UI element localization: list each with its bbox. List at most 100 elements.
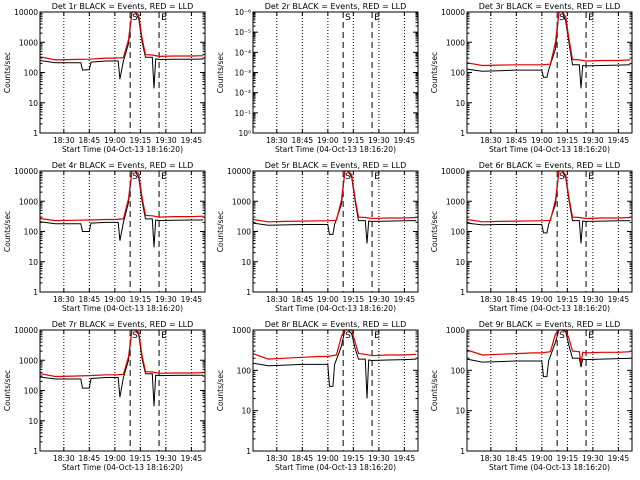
y-axis-label: Counts/sec — [3, 211, 12, 252]
y-tick-label: 10000 — [14, 8, 38, 17]
y-tick-label: 10000 — [14, 167, 38, 176]
x-tick-label: 18:45 — [292, 454, 314, 463]
x-tick-label: 19:45 — [394, 295, 416, 304]
x-tick-label: 19:30 — [582, 454, 604, 463]
x-axis-label: Start Time (04-Oct-13 18:16:20) — [62, 463, 183, 472]
chart-title: Det 3r BLACK = Events, RED = LLD — [479, 2, 621, 11]
x-tick-label: 19:45 — [181, 454, 203, 463]
x-tick-label: 18:30 — [53, 295, 75, 304]
y-tick-label: 1 — [246, 288, 251, 297]
y-tick-label: 1000 — [232, 197, 251, 206]
marker-label: S — [345, 172, 351, 182]
x-axis-label: Start Time (04-Oct-13 18:16:20) — [489, 304, 610, 313]
x-tick-label: 19:30 — [155, 136, 177, 145]
y-axis-label: Counts/sec — [216, 370, 225, 411]
x-tick-label: 19:00 — [317, 454, 339, 463]
y-axis-label: Counts/sec — [430, 211, 439, 252]
marker-label: E — [374, 172, 380, 182]
chart-title: Det 9r BLACK = Events, RED = LLD — [479, 320, 621, 329]
marker-label: E — [161, 172, 167, 182]
events-series-line — [39, 329, 204, 407]
marker-label: S — [132, 172, 138, 182]
x-tick-label: 18:45 — [79, 454, 101, 463]
y-tick-label: 10000 — [14, 326, 38, 335]
y-tick-label: 1000 — [446, 326, 465, 335]
plot-frame — [252, 329, 419, 452]
y-axis-label: Counts/sec — [3, 370, 12, 411]
x-tick-label: 19:45 — [608, 136, 630, 145]
y-tick-label: 1000 — [19, 356, 38, 365]
x-tick-label: 18:30 — [266, 136, 288, 145]
x-tick-label: 19:30 — [368, 136, 390, 145]
plot-frame — [39, 170, 206, 293]
y-tick-label: 1 — [460, 447, 465, 456]
events-series-line — [466, 170, 631, 244]
marker-label: S — [345, 13, 351, 23]
marker-label: E — [588, 13, 594, 23]
y-tick-label: 10 — [28, 258, 38, 267]
lld-series-line — [39, 170, 204, 222]
y-tick-label: 100 — [451, 228, 466, 237]
x-tick-label: 18:30 — [53, 454, 75, 463]
y-tick-label: 1000 — [232, 326, 251, 335]
marker-label: E — [374, 13, 380, 23]
y-axis-label: Counts/sec — [216, 211, 225, 252]
x-tick-label: 19:15 — [557, 295, 579, 304]
x-tick-label: 18:45 — [79, 136, 101, 145]
x-tick-label: 18:45 — [79, 295, 101, 304]
y-tick-label: 10⁻² — [234, 89, 251, 98]
x-tick-label: 18:30 — [480, 454, 502, 463]
y-tick-label: 10⁻¹ — [234, 109, 251, 118]
plot-frame — [39, 329, 206, 452]
y-tick-label: 1 — [246, 447, 251, 456]
marker-label: S — [559, 13, 565, 23]
x-tick-label: 19:45 — [394, 136, 416, 145]
x-tick-label: 19:45 — [394, 454, 416, 463]
chart-title: Det 7r BLACK = Events, RED = LLD — [52, 320, 194, 329]
y-tick-label: 10 — [28, 99, 38, 108]
y-tick-label: 100 — [237, 366, 252, 375]
y-axis-label: Counts/sec — [430, 52, 439, 93]
y-tick-label: 10⁻⁶ — [234, 8, 251, 17]
x-tick-label: 18:45 — [506, 136, 528, 145]
plot-frame — [466, 170, 633, 293]
x-tick-label: 19:45 — [181, 295, 203, 304]
y-tick-label: 100 — [24, 69, 39, 78]
chart-panel: Det 3r BLACK = Events, RED = LLD S E 18:30 1… — [430, 2, 633, 154]
events-series-line — [39, 170, 204, 248]
marker-label: E — [588, 331, 594, 341]
chart-panel: Det 7r BLACK = Events, RED = LLD S E 18:30 1… — [3, 320, 206, 472]
chart-title: Det 4r BLACK = Events, RED = LLD — [52, 161, 194, 170]
x-tick-label: 19:30 — [582, 295, 604, 304]
y-tick-label: 1000 — [19, 38, 38, 47]
y-tick-label: 1 — [460, 288, 465, 297]
chart-panel: Det 4r BLACK = Events, RED = LLD S E 18:30 1… — [3, 161, 206, 313]
x-tick-label: 19:00 — [317, 136, 339, 145]
events-series-line — [252, 170, 417, 244]
x-tick-label: 19:15 — [130, 454, 152, 463]
x-axis-label: Start Time (04-Oct-13 18:16:20) — [275, 145, 396, 154]
x-tick-label: 18:45 — [506, 295, 528, 304]
x-axis-label: Start Time (04-Oct-13 18:16:20) — [275, 304, 396, 313]
x-tick-label: 19:15 — [343, 454, 365, 463]
y-tick-label: 10 — [28, 417, 38, 426]
x-tick-label: 19:30 — [155, 454, 177, 463]
y-tick-label: 10 — [455, 258, 465, 267]
y-tick-label: 10 — [241, 258, 251, 267]
lld-series-line — [39, 11, 204, 61]
y-tick-label: 10⁻⁵ — [234, 28, 251, 37]
chart-title: Det 6r BLACK = Events, RED = LLD — [479, 161, 621, 170]
y-tick-label: 10 — [455, 407, 465, 416]
y-tick-label: 100 — [237, 228, 252, 237]
x-tick-label: 18:45 — [506, 454, 528, 463]
x-axis-label: Start Time (04-Oct-13 18:16:20) — [489, 145, 610, 154]
x-tick-label: 19:30 — [368, 454, 390, 463]
y-tick-label: 1000 — [446, 38, 465, 47]
x-tick-label: 19:30 — [582, 136, 604, 145]
chart-panel: Det 5r BLACK = Events, RED = LLD S E 18:30 1… — [216, 161, 419, 313]
y-tick-label: 1000 — [446, 197, 465, 206]
x-tick-label: 19:00 — [531, 295, 553, 304]
x-tick-label: 19:45 — [181, 136, 203, 145]
x-axis-label: Start Time (04-Oct-13 18:16:20) — [489, 463, 610, 472]
